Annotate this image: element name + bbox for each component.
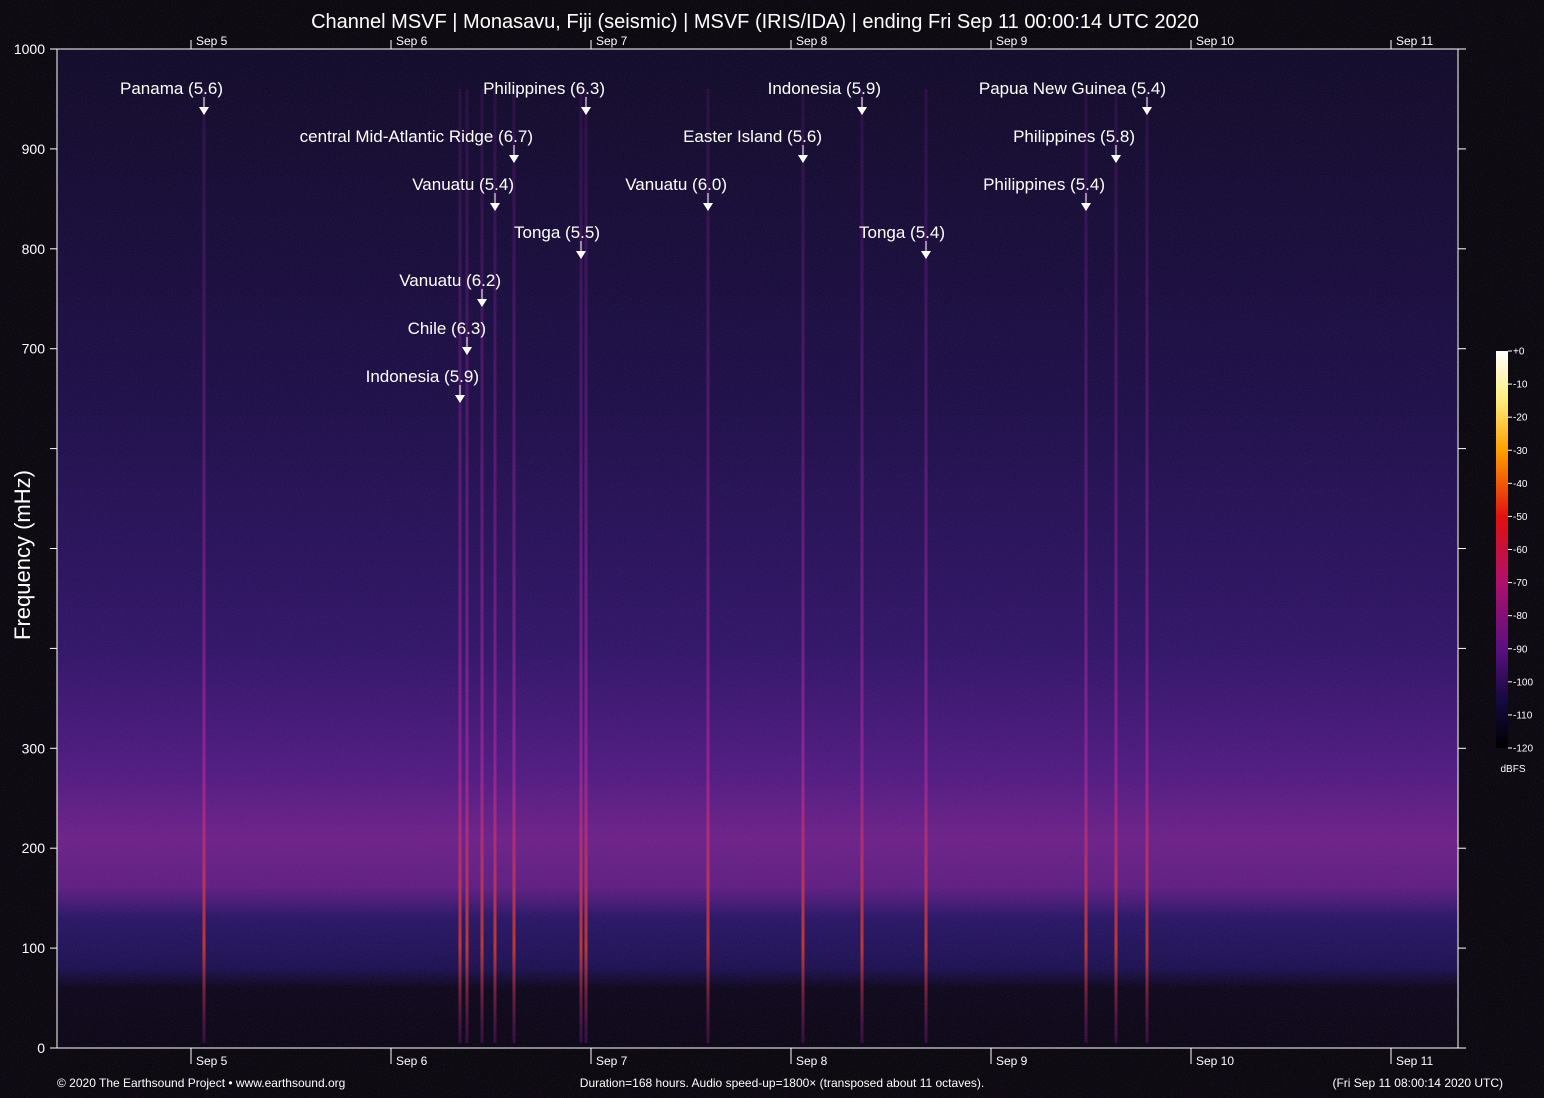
- event-label: Tonga (5.5): [514, 223, 600, 242]
- event-streak: [801, 89, 805, 1043]
- event-arrow-head: [703, 203, 713, 211]
- event-arrow-head: [798, 155, 808, 163]
- colorbar: [1496, 351, 1508, 748]
- colorbar-tick-label: -30: [1513, 446, 1528, 457]
- event-streak: [924, 89, 928, 1043]
- event-arrow-head: [1081, 203, 1091, 211]
- x-tick-label-top: Sep 5: [196, 34, 228, 48]
- event-streak: [1114, 89, 1118, 1043]
- event-arrow-head: [857, 107, 867, 115]
- event-streak: [706, 89, 710, 1043]
- colorbar-tick-label: -110: [1513, 710, 1533, 721]
- x-tick-label: Sep 5: [196, 1054, 228, 1068]
- y-tick-label: 900: [22, 141, 46, 157]
- colorbar-label: dBFS: [1500, 764, 1525, 775]
- event-label: Philippines (5.4): [983, 175, 1105, 194]
- event-arrow-head: [581, 107, 591, 115]
- event-arrow-head: [455, 395, 465, 403]
- event-label: Philippines (5.8): [1013, 127, 1135, 146]
- y-tick-label: 100: [22, 940, 46, 956]
- y-tick-label: 0: [37, 1040, 45, 1056]
- x-tick-label-top: Sep 11: [1396, 34, 1433, 48]
- colorbar-tick-label: -60: [1513, 545, 1528, 556]
- x-tick-label: Sep 11: [1396, 1054, 1433, 1068]
- colorbar-tick-label: -70: [1513, 578, 1528, 589]
- x-tick-label-top: Sep 9: [996, 34, 1028, 48]
- footer-left: © 2020 The Earthsound Project • www.eart…: [57, 1076, 345, 1090]
- event-label: Papua New Guinea (5.4): [979, 79, 1166, 98]
- event-label: Philippines (6.3): [483, 79, 605, 98]
- event-streak: [480, 89, 484, 1043]
- x-tick-label: Sep 8: [796, 1054, 828, 1068]
- event-streak: [465, 89, 469, 1043]
- x-tick-label: Sep 10: [1196, 1054, 1234, 1068]
- colorbar-tick-label: -90: [1513, 644, 1528, 655]
- colorbar-tick-label: -80: [1513, 611, 1528, 622]
- event-arrow-head: [477, 299, 487, 307]
- event-streak: [512, 89, 516, 1043]
- y-tick-label: 700: [22, 341, 46, 357]
- event-label: Tonga (5.4): [859, 223, 945, 242]
- colorbar-tick-label: -20: [1513, 413, 1528, 424]
- x-tick-label-top: Sep 8: [796, 34, 828, 48]
- footer-center: Duration=168 hours. Audio speed-up=1800×…: [580, 1076, 984, 1090]
- spectrogram-noise: [57, 49, 1458, 1048]
- event-arrow-head: [462, 347, 472, 355]
- colorbar-tick-label: -50: [1513, 512, 1528, 523]
- event-label: central Mid-Atlantic Ridge (6.7): [300, 127, 533, 146]
- x-tick-label-top: Sep 6: [396, 34, 428, 48]
- event-arrow-head: [1142, 107, 1152, 115]
- event-label: Chile (6.3): [408, 319, 486, 338]
- event-streak: [579, 89, 583, 1043]
- colorbar-tick-label: +0: [1513, 347, 1525, 358]
- event-arrow-head: [490, 203, 500, 211]
- footer-right: (Fri Sep 11 08:00:14 2020 UTC): [1332, 1076, 1503, 1090]
- x-tick-label: Sep 9: [996, 1054, 1028, 1068]
- y-tick-label: 1000: [14, 41, 45, 57]
- chart-title: Channel MSVF | Monasavu, Fiji (seismic) …: [311, 11, 1199, 33]
- event-label: Vanuatu (6.2): [399, 271, 501, 290]
- y-tick-label: 300: [22, 740, 46, 756]
- event-label: Indonesia (5.9): [768, 79, 881, 98]
- event-streak: [493, 89, 497, 1043]
- event-label: Vanuatu (6.0): [625, 175, 727, 194]
- event-arrow-head: [199, 107, 209, 115]
- colorbar-tick-label: -40: [1513, 479, 1528, 490]
- colorbar-tick-label: -100: [1513, 677, 1533, 688]
- x-tick-label: Sep 6: [396, 1054, 428, 1068]
- y-axis-label: Frequency (mHz): [10, 470, 35, 640]
- event-arrow-head: [1111, 155, 1121, 163]
- event-label: Easter Island (5.6): [683, 127, 822, 146]
- x-tick-label-top: Sep 7: [596, 34, 628, 48]
- event-arrow-head: [921, 251, 931, 259]
- x-tick-label-top: Sep 10: [1196, 34, 1234, 48]
- event-arrow-head: [509, 155, 519, 163]
- y-tick-label: 200: [22, 840, 46, 856]
- colorbar-tick-label: -10: [1513, 380, 1528, 391]
- colorbar-tick-label: -120: [1513, 744, 1533, 755]
- event-streak: [860, 89, 864, 1043]
- event-streak: [1084, 89, 1088, 1043]
- event-streak: [458, 89, 462, 1043]
- event-label: Indonesia (5.9): [366, 367, 479, 386]
- event-label: Panama (5.6): [120, 79, 223, 98]
- event-streak: [202, 89, 206, 1043]
- event-streak: [584, 89, 588, 1043]
- y-tick-label: 800: [22, 241, 46, 257]
- event-streak: [1145, 89, 1149, 1043]
- event-label: Vanuatu (5.4): [412, 175, 514, 194]
- x-tick-label: Sep 7: [596, 1054, 628, 1068]
- event-arrow-head: [576, 251, 586, 259]
